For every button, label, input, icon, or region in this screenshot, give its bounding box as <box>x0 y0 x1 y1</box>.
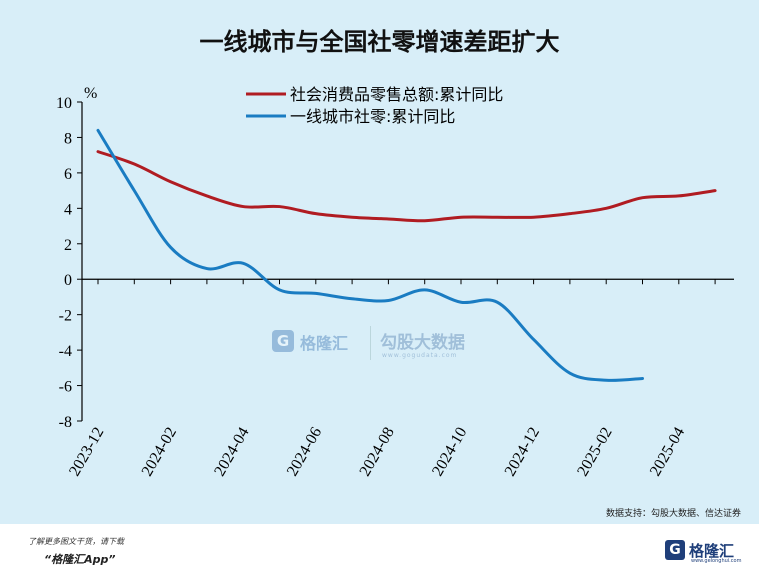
x-tick-label: 2024-08 <box>356 425 397 480</box>
x-tick-label: 2024-02 <box>139 425 180 480</box>
legend-label-2: 一线城市社零:累计同比 <box>290 107 455 126</box>
footer-logo: G 格隆汇 www.gelonghui.com <box>665 538 755 564</box>
series-line-2 <box>96 128 644 382</box>
footer-logo-url: www.gelonghui.com <box>691 558 742 564</box>
chart-card: 一线城市与全国社零增速差距扩大 10 8 6 4 2 0 -2 -4 -6 -8% 2023-12 2… <box>0 0 759 524</box>
series-line-1 <box>96 150 717 223</box>
y-tick-label: -2 <box>59 308 72 325</box>
y-tick-label: -8 <box>59 414 72 431</box>
footer-app-name: “格隆汇App” <box>44 553 116 566</box>
x-tick-label: 2024-10 <box>429 425 470 480</box>
y-tick-label: -6 <box>59 379 72 396</box>
x-tick-label: 2024-06 <box>284 425 325 480</box>
footer-logo-text: 格隆汇 <box>689 542 735 560</box>
y-tick-label: 4 <box>64 201 72 218</box>
y-tick-label: 0 <box>64 272 72 289</box>
x-tick-label: 2023-12 <box>66 425 107 480</box>
footer-note: 了解更多图文干货，请下载 <box>28 537 124 546</box>
y-tick-label: 10 <box>56 95 72 112</box>
x-tick-label: 2025-02 <box>574 425 615 480</box>
x-tick-label: 2024-04 <box>211 425 252 480</box>
legend-label-1: 社会消费品零售总额:累计同比 <box>290 85 503 104</box>
x-tick-label: 2024-12 <box>502 425 543 480</box>
x-tick-label: 2025-04 <box>647 425 688 480</box>
y-tick-label: 6 <box>64 166 72 183</box>
footer-logo-icon: G <box>665 540 685 560</box>
y-tick-label: -4 <box>59 343 72 360</box>
data-source: 数据支持：勾股大数据、信达证券 <box>605 509 741 519</box>
y-tick-label: 8 <box>64 130 72 147</box>
y-axis-unit: % <box>84 85 97 102</box>
y-tick-label: 2 <box>64 237 72 254</box>
chart-title: 一线城市与全国社零增速差距扩大 <box>199 28 560 56</box>
line-chart: 10 8 6 4 2 0 -2 -4 -6 -8% 2023-12 2024-02 2024-04 202… <box>56 85 734 480</box>
